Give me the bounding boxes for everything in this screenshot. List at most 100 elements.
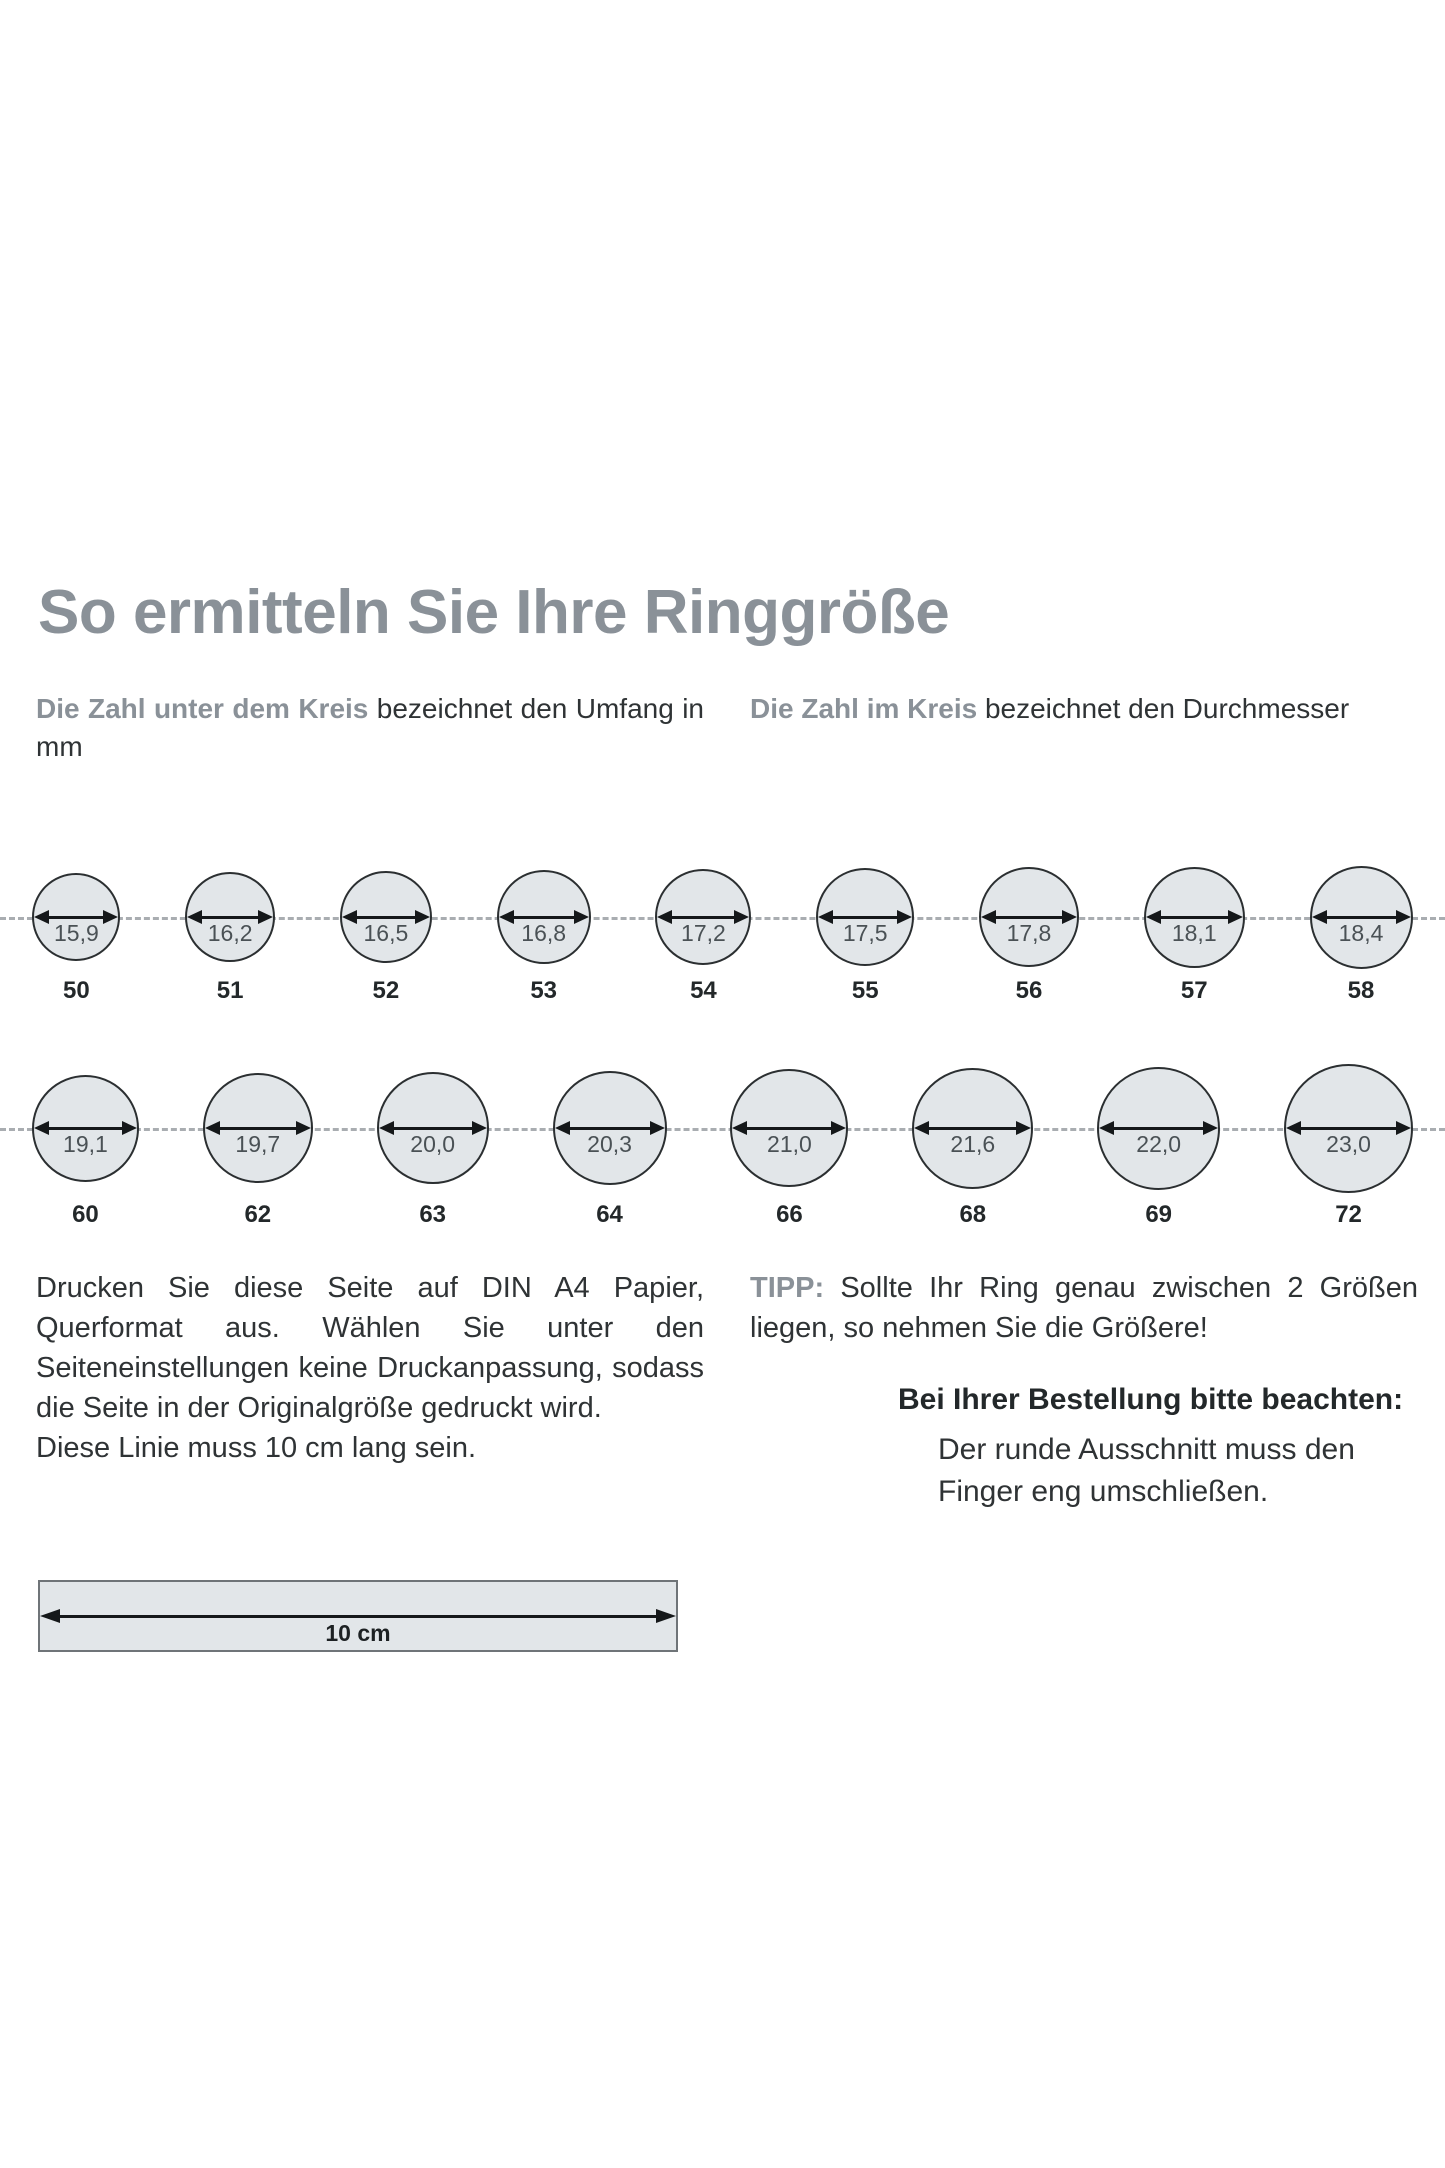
ring-size-label: 57: [1180, 976, 1208, 1004]
ring-diameter-value: 22,0: [1136, 1131, 1182, 1157]
ring-diameter-value: 15,9: [53, 920, 99, 946]
tip-body: Sollte Ihr Ring genau zwischen 2 Größen …: [750, 1272, 1418, 1345]
arrow-head-right-icon: [734, 910, 750, 924]
ring-diameter-value: 16,2: [207, 920, 253, 946]
ring-cell: 21,0 66: [730, 1046, 849, 1227]
ring-size-label: 62: [244, 1200, 272, 1228]
arrow-shaft: [1295, 1126, 1403, 1130]
arrow-shaft: [989, 915, 1068, 919]
ring-circle: 16,5: [339, 871, 432, 963]
ring-diameter-value: 17,5: [842, 920, 888, 946]
ring-diameter-value: 20,0: [410, 1131, 456, 1157]
tip-label: TIPP:: [750, 1272, 825, 1304]
ring-circle: 18,4: [1309, 865, 1413, 969]
arrow-shaft: [43, 915, 110, 919]
order-note-body: Der runde Ausschnitt muss den Finger eng…: [938, 1433, 1355, 1508]
lower-block: Drucken Sie diese Seite auf DIN A4 Papie…: [36, 1268, 1418, 1512]
arrow-head-right-icon: [1016, 1121, 1032, 1135]
ring-circle: 19,7: [202, 1073, 313, 1183]
arrow-head-left-icon: [378, 1121, 394, 1135]
arrow-head-right-icon: [649, 1121, 665, 1135]
arrow-head-right-icon: [121, 1121, 137, 1135]
print-instructions: Drucken Sie diese Seite auf DIN A4 Papie…: [36, 1268, 704, 1468]
ruler-10cm: 10 cm: [38, 1580, 678, 1652]
arrow-head-left-icon: [40, 1609, 60, 1623]
ring-cell: 16,5 52: [339, 846, 432, 1003]
arrow-head-left-icon: [498, 910, 514, 924]
ring-size-label: 58: [1347, 976, 1375, 1004]
ring-cell: 23,0 72: [1284, 1046, 1414, 1228]
ring-circle: 15,9: [32, 873, 121, 961]
ring-circle: 20,0: [376, 1072, 489, 1184]
arrow-shaft: [1154, 915, 1234, 919]
ring-cell: 17,2 54: [655, 846, 752, 1004]
legend-circumference-rest: bezeichnet den Umfang in mm: [36, 693, 704, 763]
ring-circle: 19,1: [31, 1074, 139, 1182]
arrow-head-right-icon: [471, 1121, 487, 1135]
ring-circle: 16,8: [496, 870, 591, 964]
ring-row-large: 19,1 60 19,7 62 20,0 63 20,3 64 21,0 66 21,6 68 22,0…: [0, 1046, 1445, 1256]
legend-block: Die Zahl unter dem Kreis bezeichnet den …: [36, 690, 1418, 766]
arrow-head-left-icon: [33, 1121, 49, 1135]
ring-baseline-dashed: [0, 1128, 1445, 1131]
ring-size-label: 64: [596, 1200, 623, 1228]
arrow-head-left-icon: [1099, 1121, 1115, 1135]
ring-track-large: 19,1 60 19,7 62 20,0 63 20,3 64 21,0 66 21,6 68 22,0…: [0, 1046, 1445, 1256]
arrow-shaft: [196, 915, 265, 919]
ring-cell: 19,7 62: [202, 1046, 313, 1228]
ring-size-label: 54: [690, 976, 717, 1004]
arrow-shaft: [213, 1126, 302, 1130]
legend-diameter: Die Zahl im Kreis bezeichnet den Durchme…: [750, 690, 1418, 766]
tip-column: TIPP: Sollte Ihr Ring genau zwischen 2 G…: [750, 1268, 1418, 1512]
arrow-head-left-icon: [732, 1121, 748, 1135]
print-instructions-line-note: Diese Linie muss 10 cm lang sein.: [36, 1432, 477, 1465]
ring-diameter-value: 21,0: [767, 1131, 812, 1157]
arrow-head-right-icon: [831, 1121, 847, 1135]
arrow-head-left-icon: [1145, 910, 1161, 924]
ring-diameter-value: 21,6: [950, 1131, 996, 1157]
ring-diameter-value: 17,2: [681, 920, 726, 946]
ring-size-label: 55: [851, 976, 879, 1004]
arrow-head-left-icon: [1286, 1121, 1302, 1135]
ring-diameter-value: 16,5: [363, 920, 409, 946]
ring-diameter-value: 16,8: [521, 920, 567, 946]
legend-diameter-emphasis: Die Zahl im Kreis: [750, 693, 978, 724]
ring-cell: 20,3 64: [552, 1046, 667, 1228]
ring-size-label: 56: [1015, 976, 1043, 1004]
ring-cell: 17,8 56: [978, 846, 1079, 1004]
arrow-head-left-icon: [1311, 910, 1327, 924]
ring-circle: 17,8: [978, 867, 1079, 967]
order-note-heading: Bei Ihrer Bestellung bitte beachten:: [898, 1383, 1404, 1417]
arrow-head-left-icon: [341, 910, 357, 924]
arrow-head-right-icon: [295, 1121, 311, 1135]
arrow-shaft: [1320, 915, 1402, 919]
legend-circumference-emphasis: Die Zahl unter dem Kreis: [36, 693, 369, 724]
arrow-head-right-icon: [1061, 910, 1077, 924]
arrow-head-right-icon: [656, 1609, 676, 1623]
ring-size-label: 72: [1335, 1200, 1362, 1228]
ring-size-label: 50: [63, 976, 90, 1004]
ring-circle: 18,1: [1143, 866, 1245, 968]
ring-diameter-value: 17,8: [1006, 920, 1052, 946]
ring-cell: 18,4 58: [1309, 846, 1413, 1004]
arrow-shaft: [923, 1126, 1023, 1130]
ring-size-label: 63: [419, 1200, 447, 1228]
ring-circle: 17,2: [655, 869, 752, 965]
arrow-shaft: [387, 1126, 478, 1130]
arrow-head-left-icon: [818, 910, 834, 924]
arrow-shaft: [563, 1126, 656, 1130]
arrow-head-right-icon: [1396, 1121, 1412, 1135]
arrow-head-right-icon: [414, 910, 430, 924]
arrow-shaft: [827, 915, 904, 919]
ring-size-label: 68: [959, 1200, 987, 1228]
tip-text: TIPP: Sollte Ihr Ring genau zwischen 2 G…: [750, 1268, 1418, 1348]
arrow-head-right-icon: [573, 910, 589, 924]
arrow-shaft: [666, 915, 741, 919]
arrow-shaft: [741, 1126, 838, 1130]
ruler-label: 10 cm: [325, 1620, 391, 1646]
ring-diameter-value: 20,3: [587, 1131, 632, 1157]
ring-diameter-value: 19,7: [235, 1131, 281, 1157]
ring-diameter-value: 19,1: [63, 1131, 108, 1157]
arrow-head-right-icon: [103, 910, 119, 924]
page-title: So ermitteln Sie Ihre Ringgröße: [38, 578, 950, 647]
